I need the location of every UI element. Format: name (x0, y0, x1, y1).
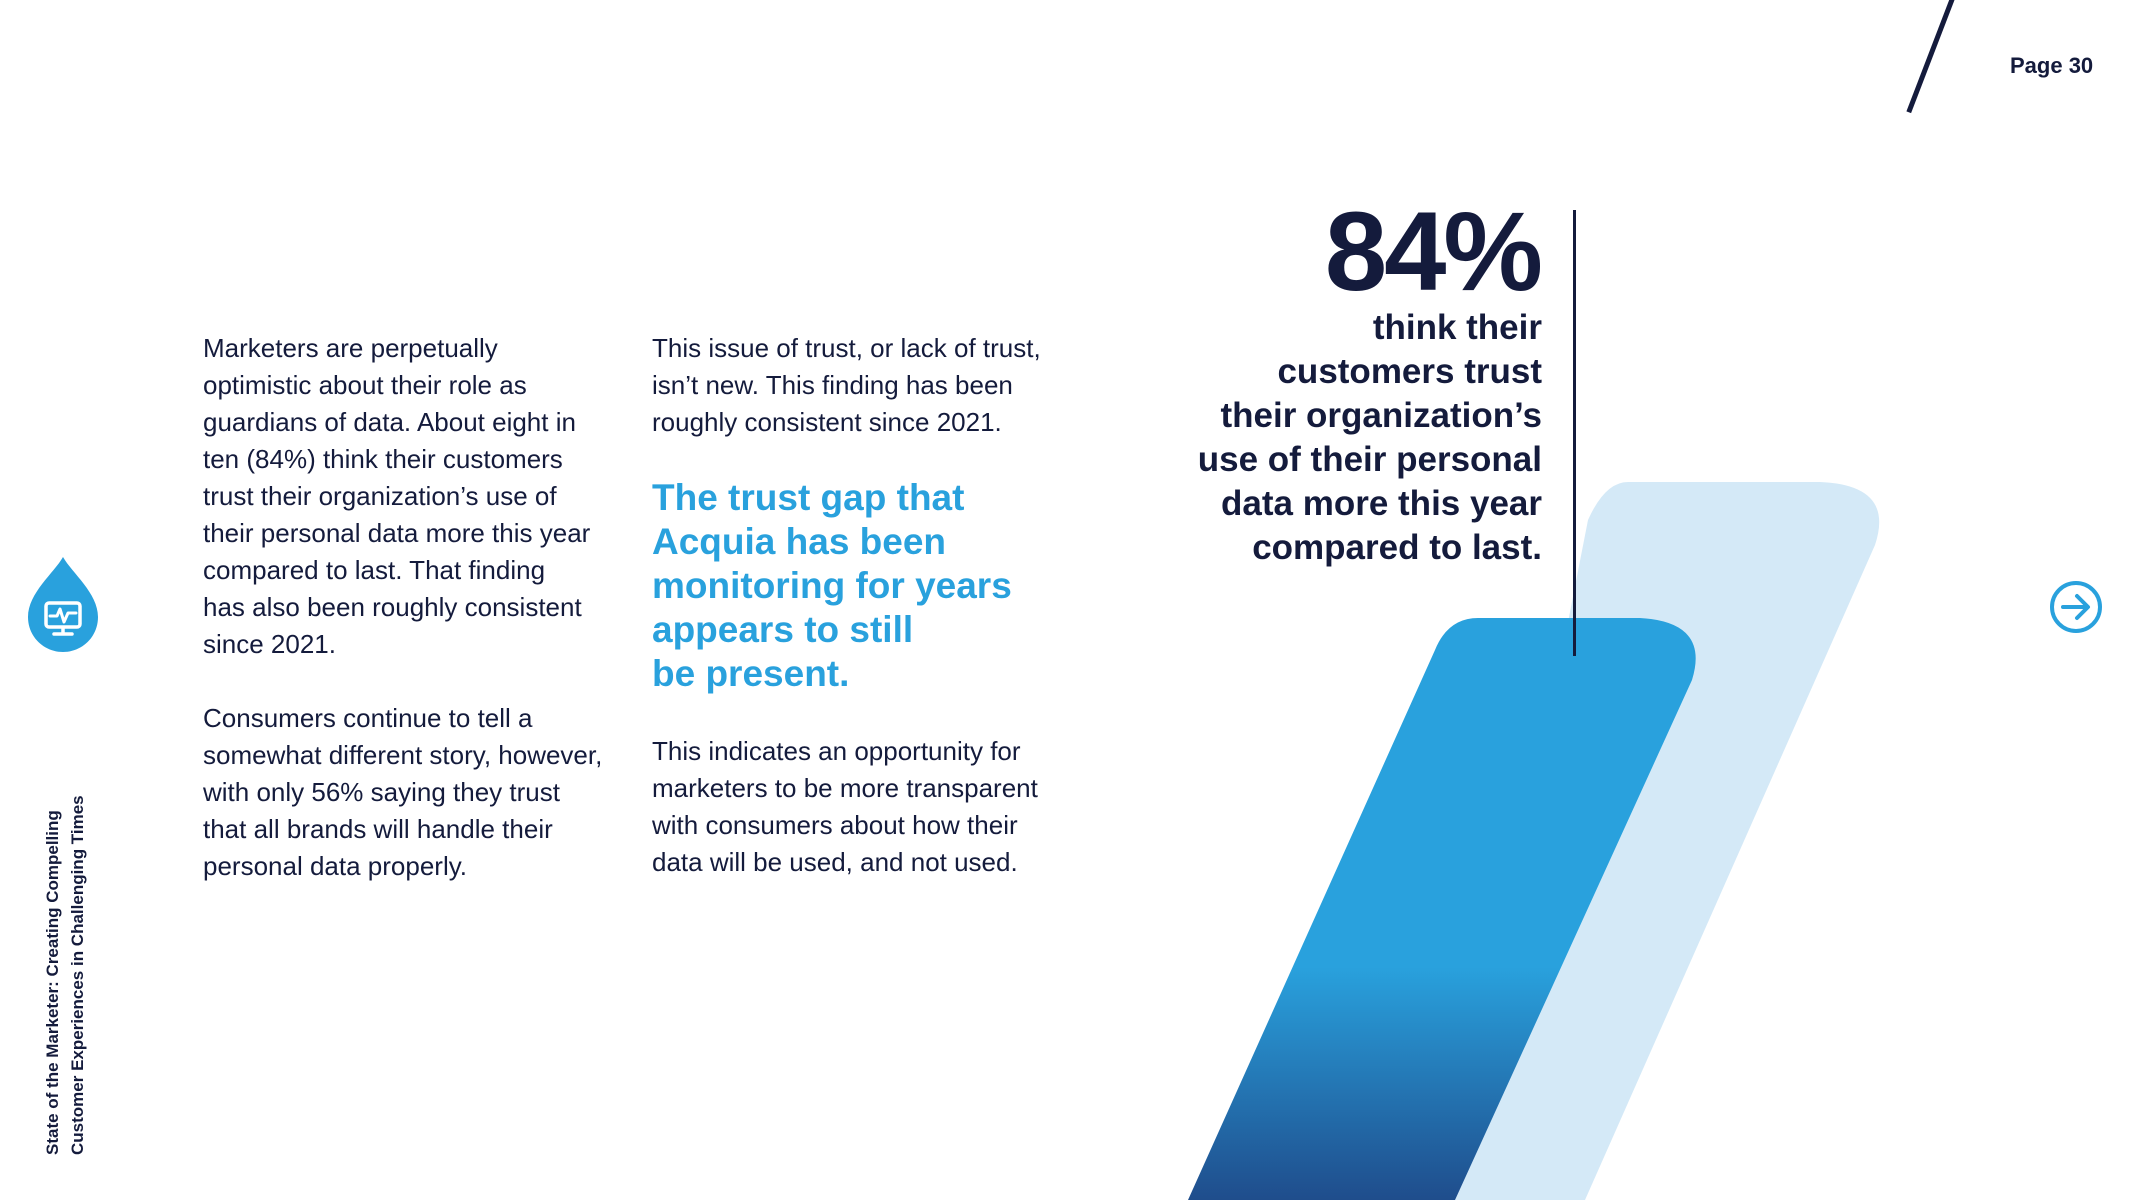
title-line: Customer Experiences in Challenging Time… (68, 795, 87, 1155)
page-number: Page 30 (2010, 53, 2094, 78)
text-line: This issue of trust, or lack of trust, (652, 333, 1041, 363)
text-line: guardians of data. About eight in (203, 407, 576, 437)
text-line: their personal data more this year (203, 518, 591, 548)
stat-line: data more this year (1221, 484, 1542, 523)
body-column-middle: This issue of trust, or lack of trust, i… (652, 330, 1062, 441)
stat-percentage: 84% (1324, 189, 1543, 314)
text-line: optimistic about their role as (203, 370, 527, 400)
body-column-left: Marketers are perpetually optimistic abo… (203, 330, 613, 885)
text-line: trust their organization’s use of (203, 481, 557, 511)
stat-line: their organization’s (1220, 396, 1542, 435)
callout-line: Acquia has been (652, 521, 947, 562)
text-line: has also been roughly consistent (203, 592, 582, 622)
text-line: Marketers are perpetually (203, 333, 498, 363)
title-line: State of the Marketer: Creating Compelli… (43, 810, 62, 1155)
stat-line: customers trust (1277, 352, 1542, 391)
paragraph-left-1: Marketers are perpetually optimistic abo… (203, 330, 613, 663)
paragraph-left-2: Consumers continue to tell a somewhat di… (203, 700, 613, 885)
monitor-drop-icon (28, 557, 98, 652)
text-line: with only 56% saying they trust (203, 777, 560, 807)
callout-line: be present. (652, 653, 850, 694)
blue-gradient-bar (1188, 618, 1696, 1200)
stat-line: think their (1372, 308, 1542, 347)
text-line: isn’t new. This finding has been (652, 370, 1013, 400)
text-line: roughly consistent since 2021. (652, 407, 1002, 437)
callout-line: appears to still (652, 609, 914, 650)
arrow-right-circle-icon[interactable] (2049, 580, 2103, 634)
callout-line: monitoring for years (652, 565, 1012, 606)
text-line: Consumers continue to tell a (203, 703, 533, 733)
document-title-vertical: State of the Marketer: Creating Compelli… (40, 795, 90, 1155)
text-line: ten (84%) think their customers (203, 444, 563, 474)
stat-line: use of their personal (1197, 440, 1542, 479)
stat-divider-line (1573, 210, 1576, 656)
paragraph-mid-2: This indicates an opportunity for market… (652, 733, 1038, 881)
text-line: with consumers about how their (652, 810, 1018, 840)
paragraph-mid-1: This issue of trust, or lack of trust, i… (652, 330, 1062, 441)
text-line: somewhat different story, however, (203, 740, 603, 770)
stat-line: compared to last. (1252, 528, 1542, 567)
text-line: compared to last. That finding (203, 555, 546, 585)
text-line: This indicates an opportunity for (652, 736, 1021, 766)
text-line: since 2021. (203, 629, 336, 659)
stat-description: think their customers trust their organi… (1130, 306, 1542, 570)
text-line: personal data properly. (203, 851, 468, 881)
text-line: marketers to be more transparent (652, 773, 1038, 803)
text-line: data will be used, and not used. (652, 847, 1018, 877)
pull-quote-callout: The trust gap that Acquia has been monit… (652, 476, 1012, 696)
callout-line: The trust gap that (652, 477, 965, 518)
text-line: that all brands will handle their (203, 814, 553, 844)
